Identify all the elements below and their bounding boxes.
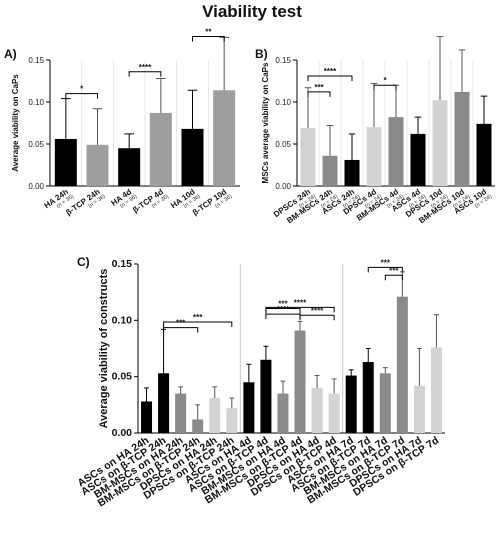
bar bbox=[454, 91, 470, 186]
bar bbox=[141, 401, 153, 433]
bar bbox=[118, 148, 141, 186]
panel-label: A) bbox=[4, 47, 17, 61]
bar bbox=[277, 393, 289, 433]
significance-bracket bbox=[163, 327, 199, 333]
panel-label: B) bbox=[255, 47, 268, 61]
significance-bracket bbox=[307, 91, 331, 97]
y-tick-label: 0.15 bbox=[112, 258, 133, 270]
significance-label: **** bbox=[311, 306, 324, 315]
bar bbox=[362, 362, 374, 433]
y-tick-label: 0.00 bbox=[112, 427, 133, 439]
bar bbox=[192, 419, 204, 433]
significance-label: ** bbox=[205, 27, 212, 36]
significance-label: **** bbox=[277, 305, 290, 314]
bar bbox=[181, 128, 204, 186]
significance-bracket bbox=[367, 266, 403, 273]
y-tick-label: 0.05 bbox=[275, 140, 291, 149]
bar bbox=[396, 296, 408, 433]
bar bbox=[311, 387, 323, 433]
bar bbox=[226, 408, 238, 433]
bar bbox=[300, 128, 316, 186]
significance-bracket bbox=[192, 35, 225, 42]
bar bbox=[344, 159, 360, 186]
bar bbox=[432, 100, 448, 186]
significance-bracket bbox=[265, 313, 301, 320]
bar bbox=[86, 144, 109, 186]
y-tick-label: 0.00 bbox=[28, 182, 44, 191]
bar bbox=[175, 393, 187, 433]
significance-bracket bbox=[299, 314, 335, 321]
significance-label: * bbox=[80, 85, 84, 94]
y-tick-label: 0.05 bbox=[28, 140, 44, 149]
bar bbox=[366, 127, 382, 186]
bar bbox=[209, 398, 221, 433]
bar bbox=[328, 393, 340, 433]
panel-label: C) bbox=[77, 255, 90, 269]
significance-bracket bbox=[65, 93, 98, 99]
significance-label: **** bbox=[324, 67, 337, 76]
significance-bracket bbox=[384, 274, 403, 281]
significance-bracket bbox=[128, 71, 162, 77]
significance-label: *** bbox=[278, 300, 288, 309]
significance-label: **** bbox=[139, 63, 152, 72]
bar bbox=[410, 133, 426, 186]
y-tick-label: 0.00 bbox=[275, 182, 291, 191]
bar bbox=[149, 112, 172, 186]
significance-bracket bbox=[265, 306, 335, 313]
significance-bracket bbox=[307, 75, 353, 81]
significance-label: *** bbox=[176, 319, 186, 328]
significance-bracket bbox=[163, 321, 233, 328]
bar bbox=[294, 330, 306, 433]
y-tick-label: 0.15 bbox=[28, 56, 44, 65]
bar bbox=[345, 375, 357, 433]
page-title: Viability test bbox=[202, 2, 302, 21]
bar bbox=[243, 382, 255, 433]
bar bbox=[260, 359, 272, 433]
significance-label: *** bbox=[381, 258, 391, 267]
significance-label: *** bbox=[389, 266, 399, 275]
y-axis-label: MSCs average viability on CaPs bbox=[261, 62, 270, 183]
bar bbox=[379, 373, 391, 433]
significance-label: **** bbox=[294, 298, 307, 307]
y-tick-label: 0.10 bbox=[28, 98, 44, 107]
bar bbox=[158, 373, 170, 433]
y-tick-label: 0.10 bbox=[112, 314, 133, 326]
bar bbox=[476, 123, 492, 186]
y-axis-label: Average viability on CaPs bbox=[11, 74, 20, 172]
y-axis-label: Average viability of constructs bbox=[98, 269, 110, 429]
significance-label: *** bbox=[193, 313, 203, 322]
bar bbox=[213, 90, 236, 186]
y-tick-label: 0.10 bbox=[275, 98, 291, 107]
y-tick-label: 0.05 bbox=[112, 371, 133, 383]
significance-label: *** bbox=[314, 83, 324, 92]
bar bbox=[322, 155, 338, 186]
bar bbox=[54, 138, 77, 186]
significance-label: * bbox=[383, 76, 387, 85]
bar bbox=[430, 347, 442, 433]
bar bbox=[388, 117, 404, 186]
bar bbox=[413, 385, 425, 433]
significance-bracket bbox=[373, 84, 397, 91]
y-tick-label: 0.15 bbox=[275, 56, 291, 65]
